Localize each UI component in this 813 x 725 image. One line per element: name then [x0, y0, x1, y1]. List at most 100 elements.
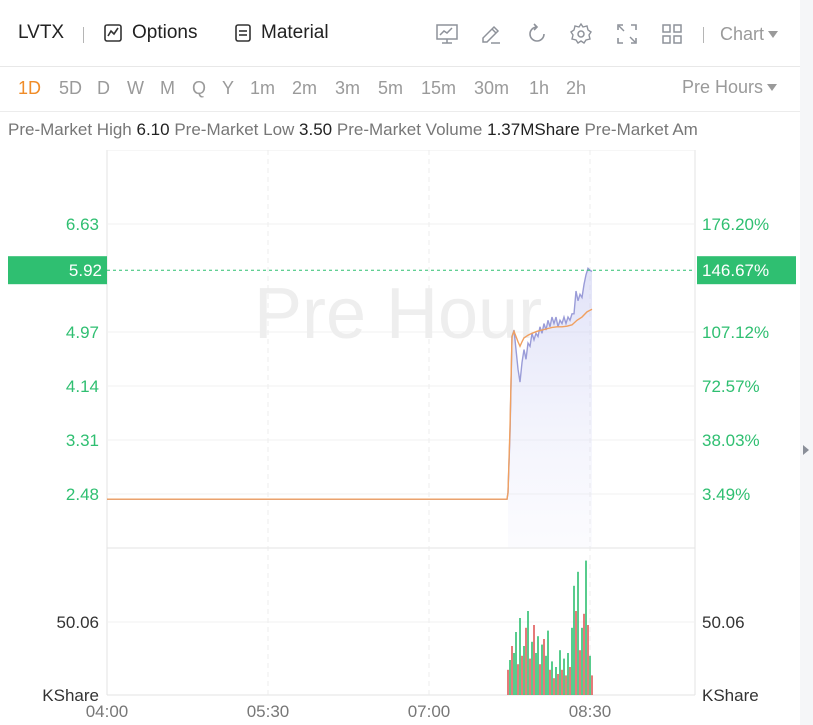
- volume-bar: [583, 613, 585, 695]
- stat-value: 6.10: [136, 120, 170, 139]
- volume-bar: [555, 667, 557, 695]
- volume-bar: [559, 650, 561, 695]
- volume-unit-label: KShare: [42, 686, 99, 705]
- price-tick-label: 6.63: [66, 215, 99, 234]
- volume-bar: [515, 632, 517, 695]
- volume-bar: [527, 611, 529, 695]
- divider: [703, 27, 704, 43]
- interval-w[interactable]: W: [127, 78, 144, 98]
- volume-bar: [563, 658, 565, 695]
- volume-bar: [545, 655, 547, 695]
- volume-bar: [537, 636, 539, 695]
- price-tick-label: 4.14: [66, 377, 99, 396]
- settings-icon[interactable]: [569, 22, 593, 46]
- interval-y[interactable]: Y: [222, 78, 235, 98]
- interval-1d[interactable]: 1D: [18, 78, 42, 98]
- volume-bar: [581, 627, 583, 695]
- material-button[interactable]: Material: [234, 22, 329, 44]
- volume-bar: [561, 669, 563, 695]
- options-chart-icon: [104, 24, 122, 42]
- interval-3m[interactable]: 3m: [335, 78, 361, 98]
- interval-q[interactable]: Q: [192, 78, 207, 98]
- volume-bar: [567, 653, 569, 695]
- pct-tick-label: 176.20%: [702, 215, 769, 234]
- stat-label: Pre-Market High: [8, 120, 132, 139]
- interval-d[interactable]: D: [97, 78, 110, 98]
- stat-value: 3.50: [299, 120, 333, 139]
- interval-5m[interactable]: 5m: [378, 78, 404, 98]
- session-dropdown[interactable]: Pre Hours: [682, 77, 778, 98]
- volume-bar: [591, 675, 593, 695]
- stat-label: Pre-Market Low: [174, 120, 295, 139]
- indicator-icon[interactable]: [435, 22, 459, 46]
- watermark: Pre Hour: [254, 274, 542, 354]
- interval-1m[interactable]: 1m: [250, 78, 276, 98]
- current-pct-label: 146.67%: [702, 261, 769, 280]
- pct-tick-label: 3.49%: [702, 485, 750, 504]
- interval-1h[interactable]: 1h: [529, 78, 550, 98]
- price-tick-label: 3.31: [66, 431, 99, 450]
- layout-icon[interactable]: [660, 22, 684, 46]
- draw-icon[interactable]: [479, 22, 503, 46]
- interval-bar: 1D 5D D W M Q Y 1m 2m 3m 5m 15m 30m 1h 2…: [0, 67, 800, 112]
- volume-bar: [557, 674, 559, 695]
- interval-15m[interactable]: 15m: [421, 78, 457, 98]
- volume-bar: [509, 660, 511, 695]
- chart-type-label: Chart: [720, 24, 765, 44]
- average-line: [107, 308, 593, 500]
- stat-label: Pre-Market Volume: [336, 120, 483, 139]
- time-tick-label: 04:00: [86, 702, 129, 721]
- time-tick-label: 05:30: [247, 702, 290, 721]
- volume-bar: [521, 655, 523, 695]
- fullscreen-icon[interactable]: [615, 22, 639, 46]
- time-tick-label: 08:30: [569, 702, 612, 721]
- interval-30m[interactable]: 30m: [474, 78, 510, 98]
- divider: [83, 27, 84, 43]
- volume-bar: [573, 585, 575, 695]
- volume-bar: [533, 625, 535, 695]
- price-area: [508, 268, 592, 548]
- pct-tick-label: 107.12%: [702, 323, 769, 342]
- interval-5d[interactable]: 5D: [59, 78, 83, 98]
- chart-type-dropdown[interactable]: Chart: [720, 24, 779, 45]
- volume-tick-label: 50.06: [56, 613, 99, 632]
- pct-tick-label: 38.03%: [702, 431, 760, 450]
- volume-bar: [565, 675, 567, 695]
- volume-bar: [539, 664, 541, 695]
- volume-bar: [551, 661, 553, 695]
- volume-bar: [531, 641, 533, 695]
- stat-value: 1.37MShare: [487, 120, 580, 139]
- document-icon: [235, 24, 251, 42]
- material-label: Material: [261, 22, 329, 43]
- session-label: Pre Hours: [682, 77, 764, 97]
- expand-arrow-icon[interactable]: [803, 445, 809, 455]
- price-line: [107, 266, 593, 500]
- volume-bar: [585, 560, 587, 695]
- time-tick-label: 07:00: [408, 702, 451, 721]
- interval-2h[interactable]: 2h: [566, 78, 587, 98]
- chevron-down-icon: [768, 31, 779, 38]
- volume-bar: [541, 644, 543, 695]
- price-tick-label: 2.48: [66, 485, 99, 504]
- interval-2m[interactable]: 2m: [292, 78, 318, 98]
- options-button[interactable]: Options: [103, 22, 197, 44]
- interval-m[interactable]: M: [160, 78, 175, 98]
- price-chart[interactable]: Pre Hour 5.92 146.67% 6.63 176.20% 4.97 107.12…: [0, 150, 800, 725]
- volume-bar: [549, 669, 551, 695]
- current-pct-badge: [697, 256, 796, 285]
- chevron-down-icon: [767, 84, 778, 91]
- reset-icon[interactable]: [525, 22, 549, 46]
- volume-bar: [587, 625, 589, 695]
- volume-bar: [543, 639, 545, 695]
- volume-bar: [579, 650, 581, 695]
- volume-tick-label: 50.06: [702, 613, 745, 632]
- current-price-badge: [8, 256, 107, 285]
- current-price-label: 5.92: [69, 261, 102, 280]
- volume-bar: [525, 627, 527, 695]
- ticker-symbol: LVTX: [18, 22, 65, 43]
- page-edge: [800, 0, 813, 725]
- volume-bar: [507, 669, 509, 695]
- volume-bar: [513, 653, 515, 695]
- volume-unit-label: KShare: [702, 686, 759, 705]
